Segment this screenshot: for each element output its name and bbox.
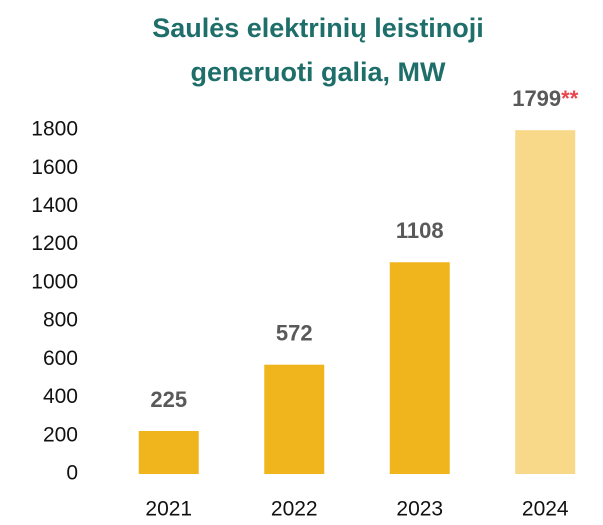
value-label-text: 1799 (512, 86, 561, 111)
x-tick-label: 2021 (145, 498, 192, 521)
value-label-text: 572 (276, 320, 313, 345)
annotation: ** (561, 86, 579, 111)
bar (389, 262, 450, 474)
chart-title: Saulės elektrinių leistinoji (152, 13, 484, 43)
y-tick-label: 1400 (31, 194, 78, 217)
x-tick-label: 2024 (522, 498, 569, 521)
y-tick-label: 1000 (31, 270, 78, 293)
x-tick-label: 2023 (396, 498, 443, 521)
value-label: 1108 (396, 218, 444, 243)
y-tick-label: 1800 (31, 118, 78, 141)
bar (264, 364, 325, 474)
value-label: 225 (150, 387, 187, 412)
y-tick-label: 400 (43, 385, 78, 408)
y-tick-label: 1200 (31, 232, 78, 255)
chart-title: generuoti galia, MW (190, 57, 446, 87)
value-label: 1799** (512, 86, 579, 111)
bar (515, 130, 576, 475)
value-label-text: 1108 (396, 218, 444, 243)
value-label: 572 (276, 320, 313, 345)
y-tick-label: 0 (66, 462, 78, 485)
y-tick-label: 200 (43, 423, 78, 446)
y-tick-label: 1600 (31, 156, 78, 179)
y-tick-label: 600 (43, 347, 78, 370)
bar (138, 431, 199, 474)
x-tick-label: 2022 (271, 498, 318, 521)
value-label-text: 225 (150, 387, 187, 412)
y-tick-label: 800 (43, 309, 78, 332)
